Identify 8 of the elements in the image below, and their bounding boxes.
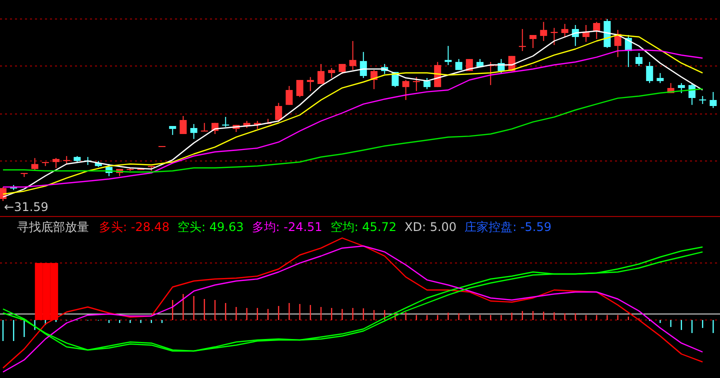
annotation: ←31.59 <box>4 200 48 214</box>
text: 多均: -24.51 <box>252 220 322 234</box>
text: 多头: -28.48 <box>99 220 170 234</box>
text: 空均: 45.72 <box>330 220 397 234</box>
text: 空头: 49.63 <box>178 220 244 234</box>
chart-title: 寻找底部放量 <box>17 220 89 234</box>
text: XD: 5.00 <box>404 220 457 234</box>
text: 庄家控盘: -5.59 <box>464 220 552 234</box>
